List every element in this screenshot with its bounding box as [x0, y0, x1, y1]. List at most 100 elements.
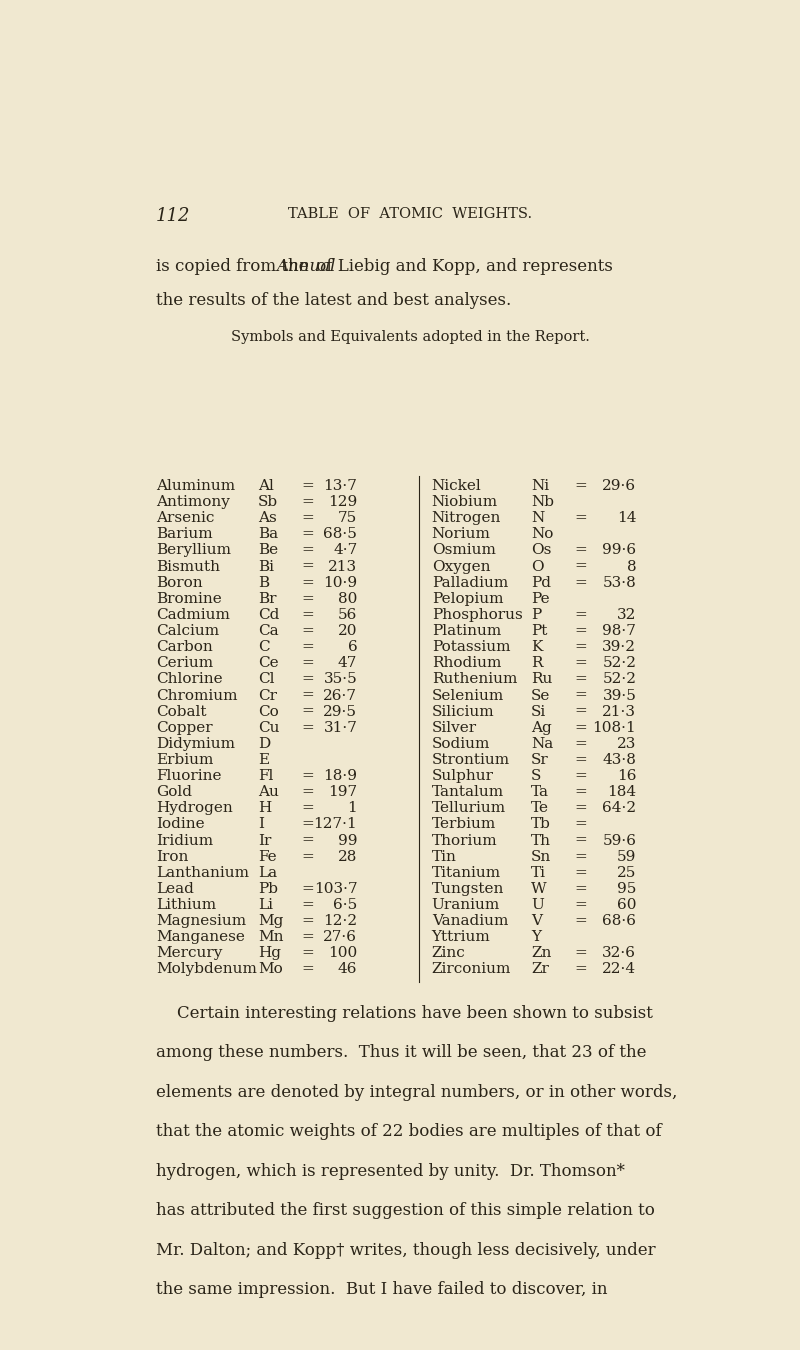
Text: 4·7: 4·7: [333, 544, 358, 558]
Text: =: =: [574, 898, 587, 913]
Text: =: =: [574, 963, 587, 976]
Text: Tb: Tb: [531, 817, 550, 832]
Text: =: =: [302, 786, 314, 799]
Text: N: N: [531, 512, 544, 525]
Text: Ni: Ni: [531, 479, 549, 493]
Text: 27·6: 27·6: [323, 930, 358, 944]
Text: 59·6: 59·6: [602, 833, 636, 848]
Text: is copied from the: is copied from the: [156, 258, 314, 274]
Text: =: =: [574, 624, 587, 639]
Text: Ti: Ti: [531, 865, 546, 880]
Text: Cadmium: Cadmium: [156, 608, 230, 622]
Text: Certain interesting relations have been shown to subsist: Certain interesting relations have been …: [156, 1004, 653, 1022]
Text: Tungsten: Tungsten: [432, 882, 504, 896]
Text: =: =: [574, 833, 587, 848]
Text: Cobalt: Cobalt: [156, 705, 206, 718]
Text: Arsenic: Arsenic: [156, 512, 214, 525]
Text: Fe: Fe: [258, 849, 277, 864]
Text: =: =: [302, 688, 314, 702]
Text: =: =: [302, 495, 314, 509]
Text: Platinum: Platinum: [432, 624, 501, 639]
Text: Cl: Cl: [258, 672, 274, 686]
Text: Barium: Barium: [156, 528, 213, 541]
Text: Mr. Dalton; and Kopp† writes, though less decisively, under: Mr. Dalton; and Kopp† writes, though les…: [156, 1242, 655, 1258]
Text: =: =: [302, 528, 314, 541]
Text: Yttrium: Yttrium: [432, 930, 490, 944]
Text: Ru: Ru: [531, 672, 552, 686]
Text: =: =: [574, 802, 587, 815]
Text: Oxygen: Oxygen: [432, 560, 490, 574]
Text: 29·6: 29·6: [602, 479, 636, 493]
Text: Carbon: Carbon: [156, 640, 213, 655]
Text: =: =: [302, 769, 314, 783]
Text: =: =: [302, 721, 314, 734]
Text: =: =: [574, 575, 587, 590]
Text: 39·2: 39·2: [602, 640, 636, 655]
Text: Gold: Gold: [156, 786, 192, 799]
Text: Sn: Sn: [531, 849, 551, 864]
Text: 47: 47: [338, 656, 358, 671]
Text: O: O: [531, 560, 543, 574]
Text: Antimony: Antimony: [156, 495, 230, 509]
Text: 98·7: 98·7: [602, 624, 636, 639]
Text: Sr: Sr: [531, 753, 549, 767]
Text: 6·5: 6·5: [333, 898, 358, 913]
Text: Pb: Pb: [258, 882, 278, 896]
Text: Cd: Cd: [258, 608, 279, 622]
Text: Ce: Ce: [258, 656, 278, 671]
Text: Symbols and Equivalents adopted in the Report.: Symbols and Equivalents adopted in the R…: [230, 331, 590, 344]
Text: B: B: [258, 575, 270, 590]
Text: Co: Co: [258, 705, 279, 718]
Text: =: =: [574, 753, 587, 767]
Text: =: =: [574, 560, 587, 574]
Text: =: =: [574, 946, 587, 960]
Text: 12·2: 12·2: [323, 914, 358, 927]
Text: Pd: Pd: [531, 575, 551, 590]
Text: 22·4: 22·4: [602, 963, 636, 976]
Text: Pelopium: Pelopium: [432, 591, 503, 606]
Text: 100: 100: [328, 946, 358, 960]
Text: Bismuth: Bismuth: [156, 560, 220, 574]
Text: Al: Al: [258, 479, 274, 493]
Text: Hydrogen: Hydrogen: [156, 802, 233, 815]
Text: 39·5: 39·5: [602, 688, 636, 702]
Text: Silver: Silver: [432, 721, 477, 734]
Text: Niobium: Niobium: [432, 495, 498, 509]
Text: Mg: Mg: [258, 914, 283, 927]
Text: Lithium: Lithium: [156, 898, 216, 913]
Text: As: As: [258, 512, 277, 525]
Text: the results of the latest and best analyses.: the results of the latest and best analy…: [156, 292, 511, 309]
Text: C: C: [258, 640, 270, 655]
Text: 213: 213: [328, 560, 358, 574]
Text: I: I: [258, 817, 264, 832]
Text: Sb: Sb: [258, 495, 278, 509]
Text: S: S: [531, 769, 542, 783]
Text: =: =: [302, 591, 314, 606]
Text: 112: 112: [156, 207, 190, 224]
Text: Thorium: Thorium: [432, 833, 498, 848]
Text: Zr: Zr: [531, 963, 549, 976]
Text: Os: Os: [531, 544, 551, 558]
Text: =: =: [574, 737, 587, 751]
Text: Be: Be: [258, 544, 278, 558]
Text: 23: 23: [617, 737, 636, 751]
Text: Cu: Cu: [258, 721, 280, 734]
Text: has attributed the first suggestion of this simple relation to: has attributed the first suggestion of t…: [156, 1202, 654, 1219]
Text: 184: 184: [607, 786, 636, 799]
Text: P: P: [531, 608, 541, 622]
Text: 129: 129: [328, 495, 358, 509]
Text: 20: 20: [338, 624, 358, 639]
Text: 13·7: 13·7: [323, 479, 358, 493]
Text: Uranium: Uranium: [432, 898, 500, 913]
Text: 1: 1: [347, 802, 358, 815]
Text: among these numbers.  Thus it will be seen, that 23 of the: among these numbers. Thus it will be see…: [156, 1044, 646, 1061]
Text: R: R: [531, 656, 542, 671]
Text: Tantalum: Tantalum: [432, 786, 504, 799]
Text: Zn: Zn: [531, 946, 551, 960]
Text: =: =: [302, 640, 314, 655]
Text: Nitrogen: Nitrogen: [432, 512, 501, 525]
Text: Li: Li: [258, 898, 273, 913]
Text: 10·9: 10·9: [323, 575, 358, 590]
Text: =: =: [574, 688, 587, 702]
Text: Fl: Fl: [258, 769, 274, 783]
